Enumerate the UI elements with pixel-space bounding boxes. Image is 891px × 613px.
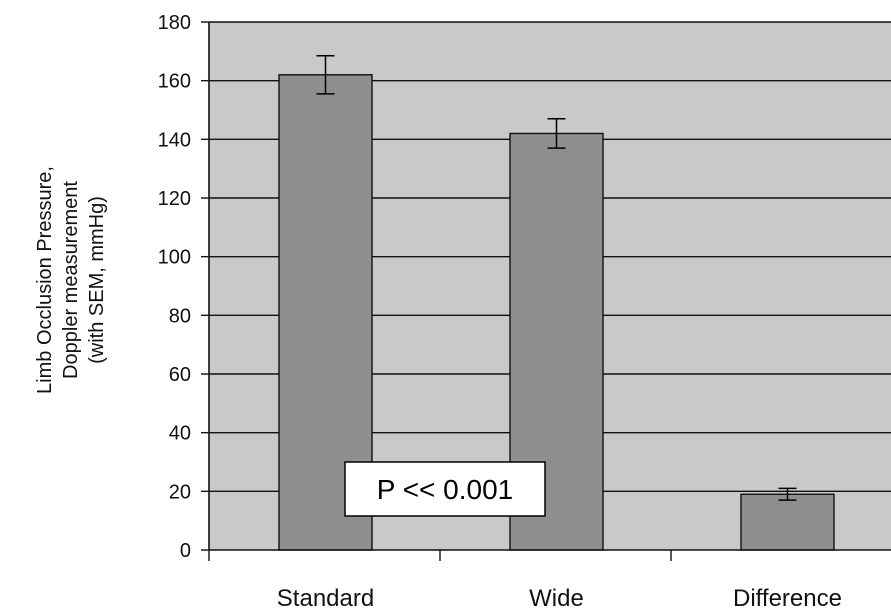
error-bars [316,54,797,501]
x-category-label: Standard [277,585,374,612]
y-tick-label: 0 [180,540,191,562]
y-axis-label-line: (with SEM, mmHg) [86,196,108,364]
y-tick-label: 60 [169,364,191,386]
bar-difference [740,493,835,551]
y-tick-label: 40 [169,423,191,445]
y-tick-labels: 0 20 40 60 80 100 120 140 160 180 [158,12,191,562]
y-tick-label: 80 [169,305,191,327]
annotation-box [344,461,546,517]
y-axis-label-line: Doppler measurement [60,181,82,379]
p-value-annotation: P << 0.001 [344,461,546,517]
annotation-text: P << 0.001 [377,474,514,505]
x-category-label: Wide [529,585,584,612]
bars [278,74,835,551]
x-category-labels: Standard Wide Difference [277,585,842,612]
x-category-label: Difference [733,585,842,612]
axes [201,21,891,561]
y-tick-label: 160 [158,71,191,93]
y-axis-label-line: Limb Occlusion Pressure, [34,166,56,394]
y-tick-label: 20 [169,481,191,503]
y-axis-label-group: Limb Occlusion Pressure, Doppler measurem… [34,166,108,394]
y-tick-label: 140 [158,129,191,151]
y-tick-label: 180 [158,12,191,34]
y-tick-label: 100 [158,247,191,269]
y-tick-label: 120 [158,188,191,210]
y-axis-label: Limb Occlusion Pressure, Doppler measurem… [34,166,108,394]
